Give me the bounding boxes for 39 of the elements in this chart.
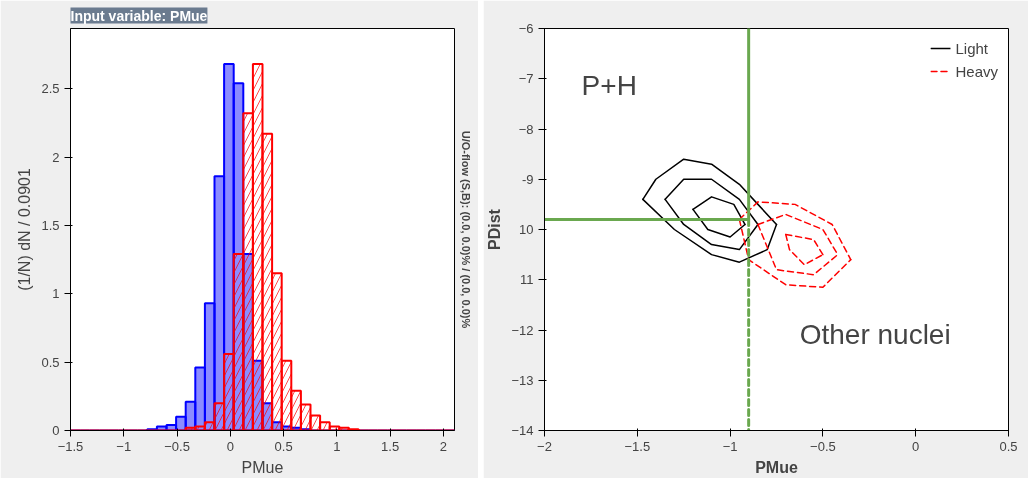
x-tick-label: −1 <box>722 438 738 454</box>
x-axis-title: PMue <box>241 458 284 476</box>
x-tick-label: −0.5 <box>810 438 836 454</box>
x-tick-label: 0.5 <box>999 438 1018 454</box>
x-tick-label: 0 <box>226 438 234 454</box>
y-tick-label: −7 <box>518 71 534 87</box>
y-tick-label: 1.5 <box>41 217 60 233</box>
x-tick-label: 0.5 <box>274 438 293 454</box>
annotation: Other nuclei <box>799 319 951 351</box>
y-tick-label: 2.5 <box>41 81 60 97</box>
x-tick-label: −2 <box>537 438 552 454</box>
x-tick-label: −1.5 <box>624 438 651 454</box>
y-axis-title: PDist <box>486 208 504 250</box>
legend-label: Heavy <box>955 62 998 80</box>
x-tick-label: 1.5 <box>381 438 400 454</box>
x-tick-label: 1 <box>333 438 341 454</box>
y-tick-label: -9 <box>521 171 534 187</box>
x-tick-label: 0 <box>912 438 920 454</box>
y-tick-label: −13 <box>511 372 534 388</box>
x-tick-label: −0.5 <box>164 438 190 454</box>
y-tick-label: −14 <box>511 423 534 438</box>
y-tick-label: 11 <box>520 272 534 288</box>
y-tick-label: −8 <box>518 121 534 137</box>
y-tick-label: 10 <box>519 222 534 237</box>
chart-title: Input variable: PMue <box>70 7 208 24</box>
x-axis-title: PMue <box>755 458 798 476</box>
y-tick-label: −6 <box>518 21 534 36</box>
annotation: P+H <box>581 69 637 101</box>
y-tick-label: 0 <box>52 423 60 438</box>
y-tick-label: 0.5 <box>41 354 60 370</box>
y-tick-label: 2 <box>52 149 60 165</box>
x-tick-label: −1.5 <box>57 438 84 454</box>
y-axis-title: (1/N) dN / 0.0901 <box>16 168 34 291</box>
x-tick-label: 2 <box>439 438 448 454</box>
legend-label: Light <box>955 39 988 57</box>
y-tick-label: −12 <box>511 322 534 338</box>
x-tick-label: −1 <box>116 438 132 454</box>
y-tick-label: 1 <box>52 286 60 302</box>
text: U/O-flow (S,B): (0.0, 0.0)% / (0.0, 0.0)% <box>459 130 472 329</box>
